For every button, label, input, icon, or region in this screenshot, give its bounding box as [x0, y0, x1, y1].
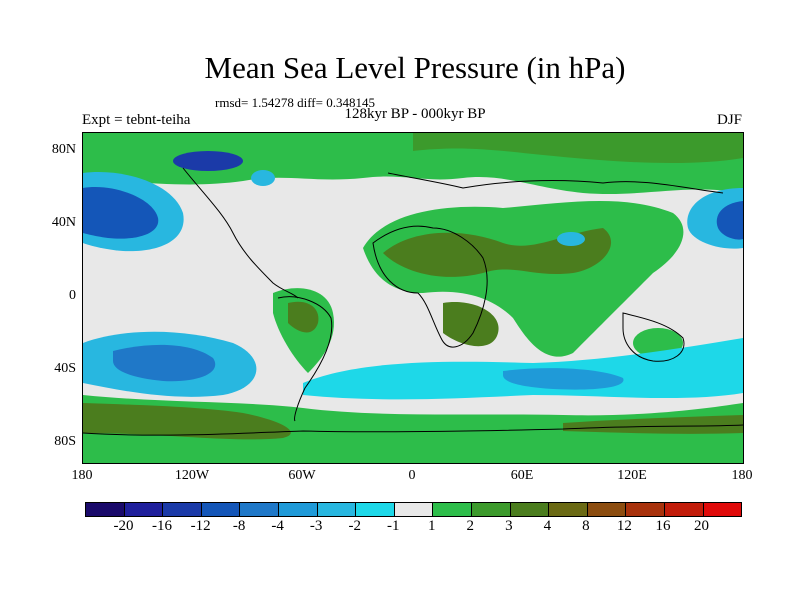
lon-label-120e: 120E — [617, 468, 647, 483]
pressure-field-map — [83, 133, 743, 463]
colorbar-label: -8 — [232, 518, 246, 534]
map-title: Mean Sea Level Pressure (in hPa) — [204, 50, 626, 85]
colorbar-swatch — [317, 503, 357, 516]
period-label: 128kyr BP - 000kyr BP — [344, 106, 486, 122]
colorbar-swatch — [124, 503, 164, 516]
colorbar-swatch — [587, 503, 627, 516]
anomaly-region-arctic-dark — [413, 133, 743, 164]
colorbar-label: -16 — [152, 518, 173, 534]
anomaly-region-southern-ocean-core — [503, 368, 624, 390]
coastlines — [83, 167, 743, 436]
lat-label-0: 0 — [69, 288, 76, 303]
anomaly-region-south-pacific-core — [113, 344, 216, 382]
colorbar-swatch — [86, 503, 125, 516]
colorbar-swatch — [201, 503, 241, 516]
colorbar-swatch — [356, 503, 395, 516]
anomaly-region-north-pacific-west-core — [83, 187, 159, 239]
colorbar-label: 20 — [693, 518, 709, 534]
colorbar-swatch — [510, 503, 550, 516]
colorbar-swatch — [664, 503, 704, 516]
anomaly-region-afro-eurasia-dark — [383, 228, 612, 277]
lat-label-40n: 40N — [51, 215, 76, 230]
colorbar-label: 2 — [466, 518, 475, 534]
colorbar-label: -3 — [309, 518, 323, 534]
lon-label-60e: 60E — [510, 468, 534, 483]
colorbar-label: 1 — [428, 518, 436, 534]
anomaly-region-arctic-low — [173, 151, 243, 171]
colorbar-label: 12 — [616, 518, 632, 534]
colorbar-label: 3 — [505, 518, 513, 534]
anomaly-region-antarctic-dark — [83, 403, 291, 440]
colorbar-swatch — [433, 503, 472, 516]
anomaly-region-tibet-low — [557, 232, 585, 246]
lon-label-60w: 60W — [288, 468, 316, 483]
lat-label-80s: 80S — [54, 434, 76, 449]
colorbar-label: -1 — [386, 518, 400, 534]
colorbar-swatch — [394, 503, 434, 516]
colorbar-label: -20 — [113, 518, 134, 534]
lon-label-180e: 180 — [731, 468, 753, 483]
anomaly-region-antarctic-dark-east — [563, 415, 743, 434]
colorbar-swatch — [240, 503, 279, 516]
colorbar-label: 4 — [543, 518, 552, 534]
lat-label-40s: 40S — [54, 361, 76, 376]
colorbar-swatch — [163, 503, 202, 516]
anomaly-region-arctic-low-light — [251, 170, 275, 186]
colorbar-swatch — [278, 503, 318, 516]
season-label: DJF — [716, 112, 742, 128]
anomaly-region-north-pacific-east-core — [716, 201, 743, 240]
lat-label-80n: 80N — [51, 142, 76, 157]
colorbar-swatch — [471, 503, 511, 516]
anomaly-region-antarctic — [83, 395, 743, 463]
colorbar-label: 16 — [655, 518, 671, 534]
anomaly-region-afro-eurasia — [363, 201, 684, 357]
anomaly-region-central-africa — [443, 302, 499, 347]
colorbar-label: 8 — [582, 518, 590, 534]
colorbar-label: -4 — [271, 518, 284, 534]
rmsd-diff-stats: rmsd= 1.54278 diff= 0.348145 — [215, 95, 375, 110]
colorbar-swatch — [703, 503, 742, 516]
anomaly-region-southern-ocean — [303, 338, 743, 400]
colorbar-swatch — [549, 503, 588, 516]
colorbar-swatch — [626, 503, 665, 516]
map-panel — [82, 132, 744, 464]
colorbar-label: -12 — [190, 518, 211, 534]
lon-label-0: 0 — [408, 468, 416, 483]
lon-label-120w: 120W — [174, 468, 210, 483]
lon-label-180w: 180 — [71, 468, 93, 483]
colorbar-label: -2 — [348, 518, 361, 534]
anomaly-region-south-america-dark — [288, 301, 319, 333]
experiment-label: Expt = tebnt-teiha — [82, 112, 191, 128]
colorbar — [85, 502, 742, 517]
